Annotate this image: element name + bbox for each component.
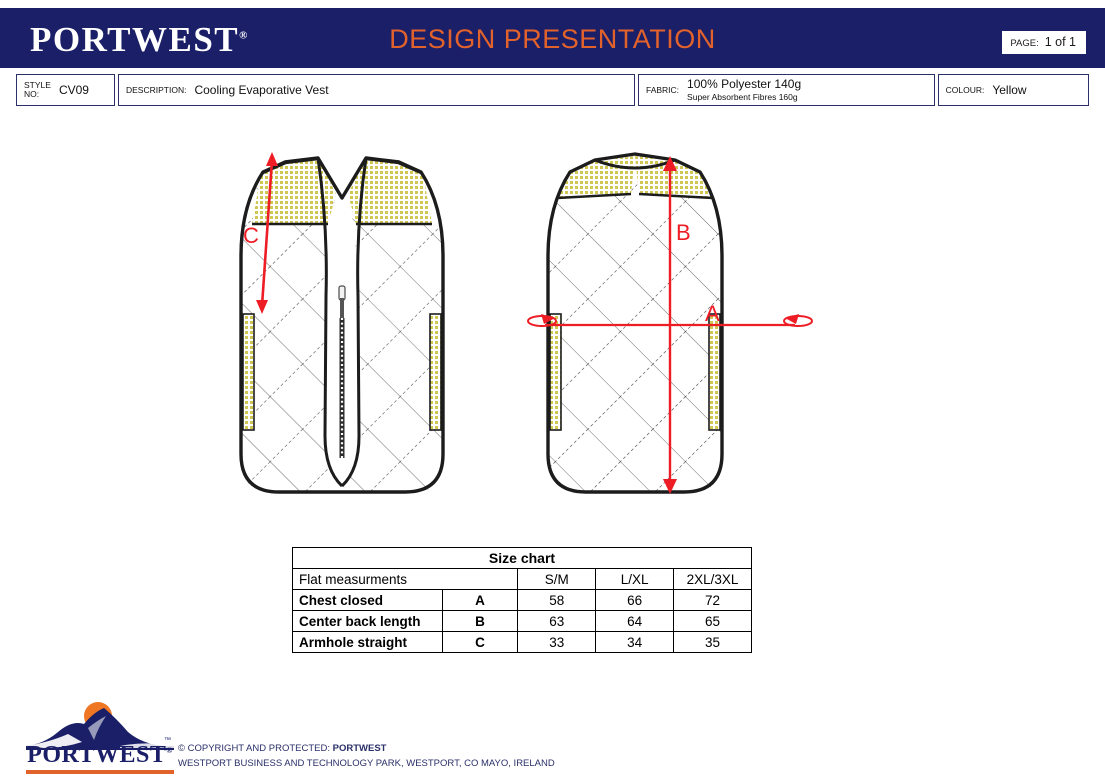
- vest-back-view: [546, 152, 724, 494]
- table-row: Center back length B 63 64 65: [292, 610, 752, 632]
- style-no-label: STYLE NO:: [24, 80, 51, 99]
- measurement-value: 65: [673, 610, 752, 632]
- registered-trademark-icon: ®: [166, 746, 173, 755]
- size-column-2: 2XL/3XL: [673, 568, 752, 590]
- measurement-code: C: [441, 631, 519, 653]
- page-label: PAGE:: [1010, 38, 1039, 49]
- back-outline: [546, 152, 724, 494]
- page-value: 1 of 1: [1044, 35, 1076, 49]
- measurement-value: 66: [595, 589, 675, 611]
- style-no-value: CV09: [58, 83, 89, 97]
- measurement-value: 72: [673, 589, 752, 611]
- dimension-label-c: C: [243, 223, 259, 248]
- fabric-value-stack: 100% Polyester 140g Super Absorbent Fibr…: [687, 77, 802, 102]
- size-chart-header-row: Flat measurments S/M L/XL 2XL/3XL: [291, 568, 752, 590]
- measurement-code: B: [441, 610, 519, 632]
- colour-label: COLOUR:: [945, 84, 985, 95]
- front-outline: [239, 156, 445, 494]
- footer-address: WESTPORT BUSINESS AND TECHNOLOGY PARK, W…: [178, 757, 555, 769]
- front-side-panel-left: [242, 313, 255, 431]
- copyright-prefix: © COPYRIGHT AND PROTECTED:: [178, 743, 333, 754]
- measurement-name: Center back length: [292, 610, 443, 632]
- description-field: DESCRIPTION: Cooling Evaporative Vest: [118, 74, 635, 106]
- technical-drawing-area: C B A: [0, 118, 1105, 528]
- colour-field: COLOUR: Yellow: [937, 74, 1089, 106]
- size-column-1: L/XL: [595, 568, 675, 590]
- description-label: DESCRIPTION:: [126, 84, 187, 95]
- vest-front-view: [239, 156, 445, 494]
- footer-copyright: © COPYRIGHT AND PROTECTED: PORTWEST WEST…: [178, 742, 555, 771]
- description-value: Cooling Evaporative Vest: [194, 83, 329, 97]
- measurement-value: 33: [517, 631, 597, 653]
- size-chart-title: Size chart: [292, 547, 752, 569]
- measurement-value: 35: [673, 631, 752, 653]
- colour-value: Yellow: [992, 83, 1027, 97]
- dimension-c: C: [243, 152, 278, 314]
- measurement-value: 58: [517, 589, 597, 611]
- measurement-code: A: [441, 589, 519, 611]
- header-brand-logo: PORTWEST®: [30, 20, 247, 60]
- measurement-value: 63: [517, 610, 597, 632]
- page-indicator: PAGE: 1 of 1: [1001, 30, 1087, 55]
- fabric-field: FABRIC: 100% Polyester 140g Super Absorb…: [637, 74, 935, 106]
- size-chart-table: Size chart Flat measurments S/M L/XL 2XL…: [291, 547, 752, 653]
- measurement-name: Chest closed: [292, 589, 443, 611]
- table-row: Armhole straight C 33 34 35: [292, 631, 752, 653]
- measurement-name: Armhole straight: [292, 631, 443, 653]
- spec-info-bar: STYLE NO: CV09 DESCRIPTION: Cooling Evap…: [16, 74, 1089, 106]
- fabric-label: FABRIC:: [645, 84, 680, 95]
- copyright-line: © COPYRIGHT AND PROTECTED: PORTWEST: [178, 742, 555, 757]
- back-side-panel-left: [549, 313, 562, 431]
- dimension-a: A: [527, 301, 813, 327]
- table-row: Chest closed A 58 66 72: [292, 589, 752, 611]
- copyright-brand: PORTWEST: [332, 743, 387, 754]
- measurement-value: 64: [595, 610, 675, 632]
- footer-brand-text: PORTWEST: [27, 742, 167, 768]
- fabric-line-2: Super Absorbent Fibres 160g: [687, 91, 798, 102]
- page-footer: ™ PORTWEST®: [0, 700, 1105, 778]
- size-chart-title-row: Size chart: [292, 547, 752, 569]
- svg-text:™: ™: [164, 737, 171, 744]
- front-zipper: [338, 285, 346, 458]
- footer-brand: PORTWEST®: [24, 742, 176, 769]
- measurement-value: 34: [595, 631, 675, 653]
- page-header: PORTWEST® DESIGN PRESENTATION PAGE: 1 of…: [0, 8, 1105, 68]
- fabric-line-1: 100% Polyester 140g: [687, 77, 802, 91]
- front-side-panel-right: [429, 313, 442, 431]
- dimension-label-a: A: [705, 301, 720, 326]
- back-side-panel-right: [708, 313, 721, 431]
- footer-accent-bar: [26, 770, 174, 774]
- style-no-field: STYLE NO: CV09: [16, 74, 115, 106]
- registered-trademark-icon: ®: [239, 29, 248, 42]
- header-brand-text: PORTWEST: [30, 20, 240, 59]
- portwest-mountain-logo: ™: [26, 702, 174, 750]
- dimension-label-b: B: [676, 220, 691, 245]
- size-column-0: S/M: [517, 568, 597, 590]
- document-title: DESIGN PRESENTATION: [389, 24, 716, 54]
- flat-measurements-label: Flat measurments: [291, 568, 519, 590]
